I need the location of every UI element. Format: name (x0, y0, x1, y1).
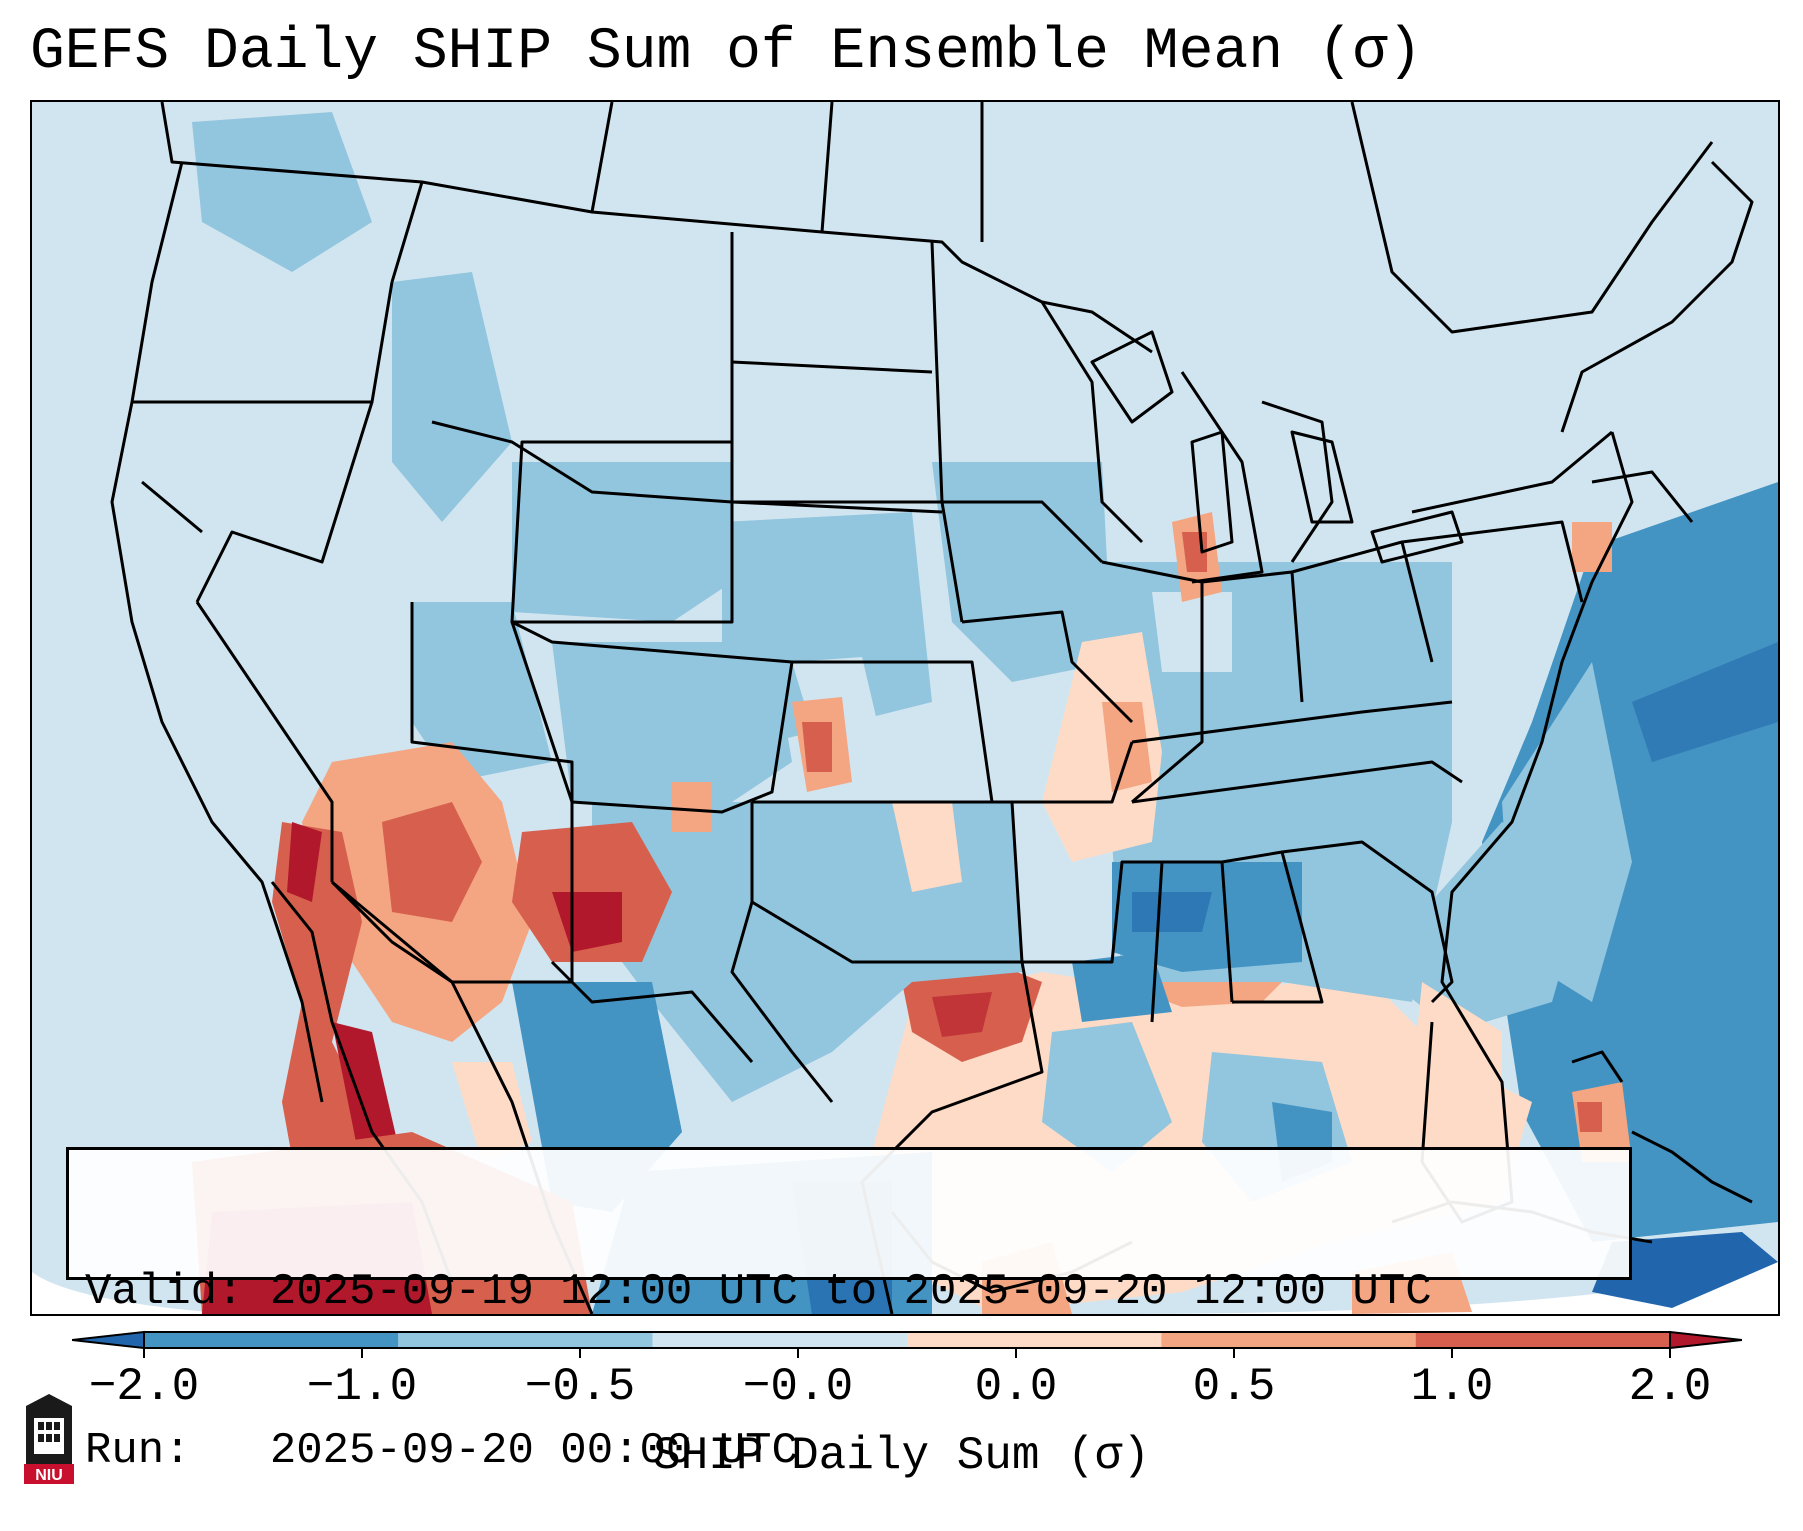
colorbar-tick-label: −2.0 (88, 1361, 200, 1413)
us-canada-border (160, 102, 1153, 354)
valid-run-infobox: Valid: 2025-09-19 12:00 UTC to 2025-09-2… (66, 1147, 1632, 1476)
colorbar (72, 1330, 1742, 1358)
west-coast (110, 161, 324, 1103)
logo-text: NIU (35, 1467, 63, 1484)
colorbar-tick-label: −0.0 (742, 1361, 854, 1413)
field-central-warm (792, 512, 1632, 1162)
run-label: Run: (85, 1426, 191, 1476)
colorbar-tick-label: 0.5 (1192, 1361, 1276, 1413)
run-value: 2025-09-20 00:00 UTC (269, 1426, 798, 1476)
valid-row: Valid: 2025-09-19 12:00 UTC to 2025-09-2… (85, 1266, 1613, 1319)
colorbar-outline (143, 1331, 1671, 1349)
map-title: GEFS Daily SHIP Sum of Ensemble Mean (σ) (30, 20, 1423, 85)
ship-map (32, 102, 1778, 1314)
colorbar-bin (1415, 1332, 1670, 1348)
colorbar-tick-label: 1.0 (1410, 1361, 1494, 1413)
colorbar-tick-label: −1.0 (306, 1361, 418, 1413)
colorbar-tick-label: 2.0 (1628, 1361, 1712, 1413)
colorbar-label: SHIP Daily Sum (σ) (653, 1430, 1150, 1482)
map-panel (30, 100, 1780, 1316)
valid-label: Valid: (85, 1267, 244, 1317)
valid-value: 2025-09-19 12:00 UTC to 2025-09-20 12:00… (269, 1267, 1432, 1317)
colorbar-bin (144, 1332, 399, 1348)
niu-logo: NIU (24, 1394, 74, 1484)
colorbar-extend-low (72, 1330, 145, 1350)
colorbar-tick-label: −0.5 (524, 1361, 636, 1413)
colorbar-bin (398, 1332, 653, 1348)
run-row: Run: 2025-09-20 00:00 UTC (85, 1425, 1613, 1478)
colorbar-bin (1161, 1332, 1416, 1348)
colorbar-bin (652, 1332, 907, 1348)
colorbar-tick-label: 0.0 (974, 1361, 1058, 1413)
colorbar-extend-high (1669, 1330, 1742, 1350)
colorbar-bin (907, 1332, 1162, 1348)
